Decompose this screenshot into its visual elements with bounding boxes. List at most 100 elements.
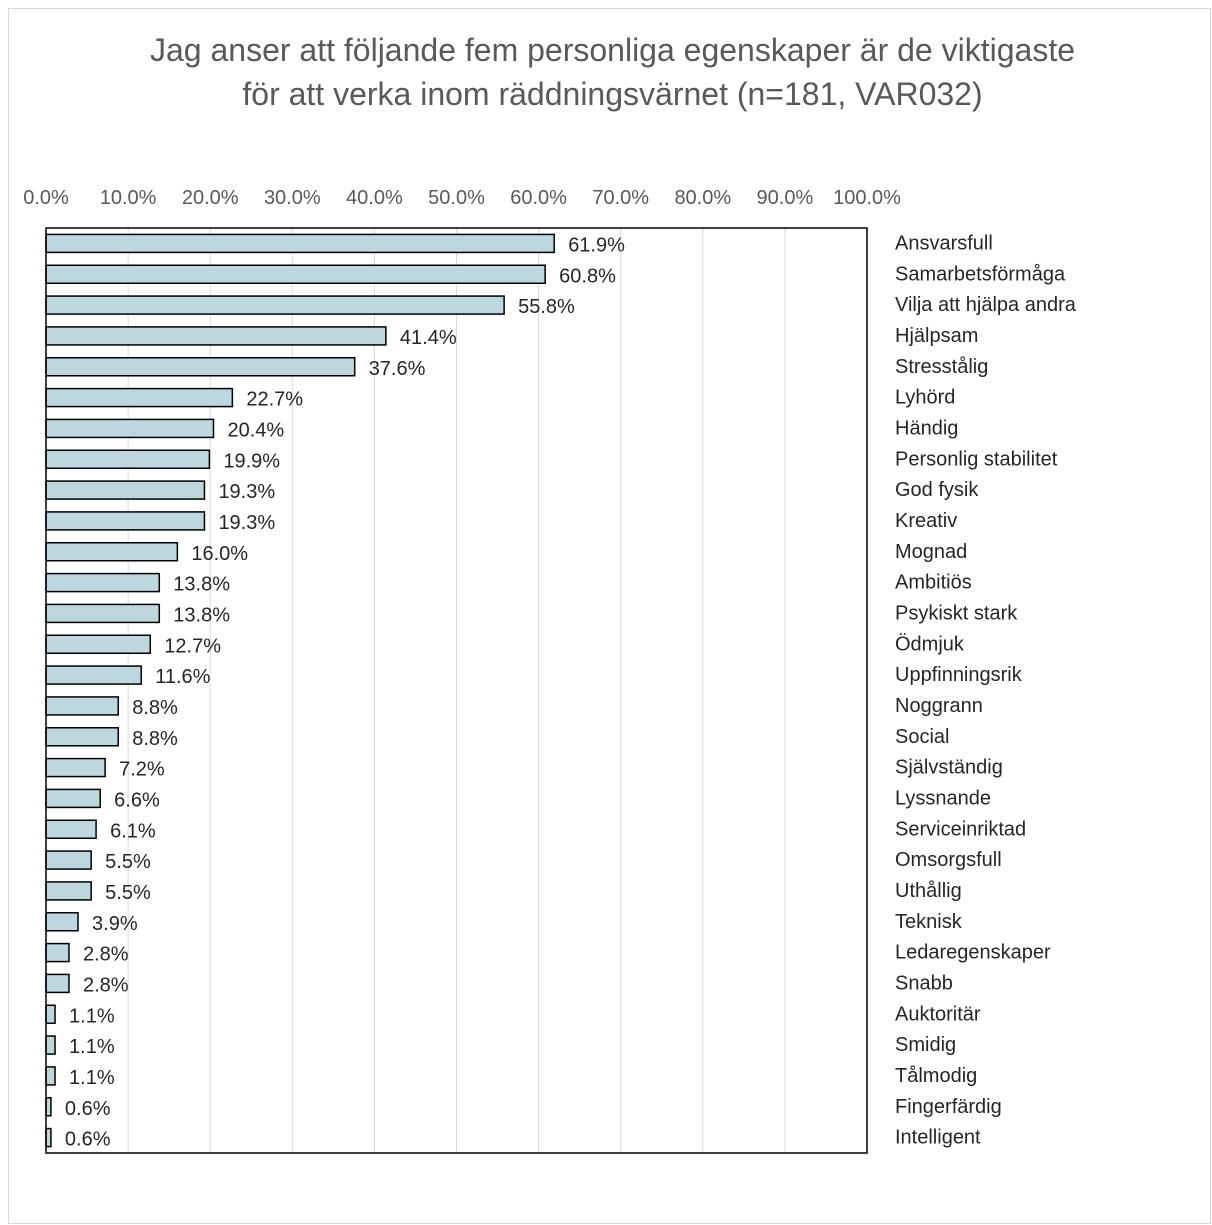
- category-label: Samarbetsförmåga: [895, 263, 1066, 285]
- value-label: 6.6%: [114, 789, 160, 811]
- value-label: 55.8%: [518, 296, 575, 318]
- x-tick-label: 80.0%: [674, 187, 731, 209]
- bar: [45, 696, 119, 716]
- value-label: 11.6%: [155, 666, 210, 688]
- category-label: Vilja att hjälpa andra: [895, 294, 1077, 316]
- x-tick-label: 50.0%: [428, 187, 485, 209]
- x-tick-label: 90.0%: [757, 187, 814, 209]
- category-label: Omsorgsfull: [895, 849, 1002, 871]
- x-tick-label: 70.0%: [592, 187, 649, 209]
- value-label: 13.8%: [173, 574, 230, 596]
- category-label: Auktoritär: [895, 1003, 981, 1025]
- x-tick-label: 30.0%: [264, 187, 321, 209]
- value-label: 8.8%: [132, 728, 178, 750]
- category-label: Intelligent: [895, 1127, 981, 1149]
- bar: [45, 757, 106, 778]
- category-label: Lyhörd: [895, 387, 955, 409]
- bars: [45, 233, 555, 1148]
- bar: [45, 264, 546, 284]
- category-label: Händig: [895, 417, 958, 439]
- x-tick-label: 20.0%: [182, 187, 239, 209]
- x-tick-label: 10.0%: [100, 187, 157, 209]
- bar: [45, 449, 211, 469]
- category-label: Fingerfärdig: [895, 1096, 1002, 1118]
- value-label: 20.4%: [227, 419, 284, 441]
- value-label: 3.9%: [92, 913, 138, 935]
- bar: [45, 357, 356, 377]
- value-label: 19.9%: [223, 450, 280, 472]
- bar: [45, 326, 387, 346]
- value-label: 2.8%: [83, 974, 129, 996]
- bar: [45, 511, 206, 531]
- gridlines: [127, 228, 786, 1153]
- value-label: 7.2%: [119, 759, 165, 781]
- bar: [45, 881, 92, 901]
- value-label: 8.8%: [132, 697, 178, 719]
- bar: [45, 233, 555, 254]
- bar: [45, 912, 79, 932]
- category-label: Ansvarsfull: [895, 232, 993, 254]
- category-label: Ödmjuk: [895, 633, 965, 655]
- bar: [45, 1004, 56, 1024]
- category-label: Ambitiös: [895, 572, 972, 594]
- chart-frame: [8, 8, 1211, 1224]
- bar: [45, 295, 505, 315]
- value-label: 6.1%: [110, 820, 156, 842]
- bar: [45, 603, 161, 624]
- value-label: 61.9%: [568, 234, 625, 256]
- value-label: 19.3%: [218, 512, 275, 534]
- bar: [45, 942, 70, 963]
- bar: [45, 788, 101, 809]
- bar: [45, 727, 119, 747]
- category-label: Självständig: [895, 757, 1003, 779]
- value-label: 12.7%: [164, 635, 221, 657]
- category-label: Personlig stabilitet: [895, 448, 1058, 470]
- bar: [45, 418, 215, 439]
- chart-title: Jag anser att följande fem personliga eg…: [0, 28, 1212, 116]
- value-label: 16.0%: [191, 543, 248, 565]
- category-label: Uthållig: [895, 880, 962, 902]
- category-labels: Ansvarsfull Samarbetsförmåga Vilja att hjä…: [895, 232, 1077, 1148]
- value-label: 1.1%: [69, 1005, 115, 1027]
- category-label: Serviceinriktad: [895, 818, 1026, 840]
- bar: [45, 1066, 56, 1086]
- category-label: Hjälpsam: [895, 325, 978, 347]
- category-label: Kreativ: [895, 510, 957, 532]
- value-label: 2.8%: [83, 944, 129, 966]
- bar: [45, 819, 97, 839]
- value-label: 0.6%: [65, 1098, 111, 1120]
- category-label: Ledaregenskaper: [895, 942, 1051, 964]
- value-label: 37.6%: [369, 358, 426, 380]
- bar: [45, 665, 142, 685]
- category-label: Social: [895, 726, 949, 748]
- value-label: 5.5%: [105, 882, 151, 904]
- chart-title-line-2: för att verka inom räddningsvärnet (n=18…: [242, 76, 983, 112]
- bar: [45, 634, 152, 654]
- category-label: Smidig: [895, 1034, 956, 1056]
- value-label: 60.8%: [559, 265, 616, 287]
- bar: [45, 387, 234, 408]
- x-tick-label: 40.0%: [346, 187, 403, 209]
- category-label: Teknisk: [895, 911, 963, 933]
- category-label: Snabb: [895, 972, 953, 994]
- value-labels: 61.9% 60.8% 55.8% 41.4% 37.6% 22.7% 20.4% 19.9%…: [65, 234, 625, 1150]
- value-label: 1.1%: [69, 1067, 115, 1089]
- category-label: Noggrann: [895, 695, 983, 717]
- bar: [45, 542, 179, 562]
- bar: [45, 1035, 56, 1055]
- value-label: 1.1%: [69, 1036, 115, 1058]
- bar: [45, 572, 161, 593]
- value-label: 41.4%: [400, 327, 457, 349]
- category-label: Tålmodig: [895, 1065, 977, 1087]
- category-label: Uppfinningsrik: [895, 664, 1023, 686]
- bar: [45, 973, 70, 994]
- value-label: 13.8%: [173, 604, 230, 626]
- x-tick-labels: 0.0% 10.0% 20.0% 30.0% 40.0% 50.0% 60.0% 70.0% 8…: [23, 187, 901, 209]
- category-label: Mognad: [895, 541, 967, 563]
- x-tick-label: 100.0%: [833, 187, 901, 209]
- category-label: God fysik: [895, 479, 979, 501]
- category-label: Psykiskt stark: [895, 602, 1018, 624]
- x-tick-label: 60.0%: [510, 187, 567, 209]
- category-label: Lyssnande: [895, 787, 991, 809]
- bar: [45, 480, 206, 500]
